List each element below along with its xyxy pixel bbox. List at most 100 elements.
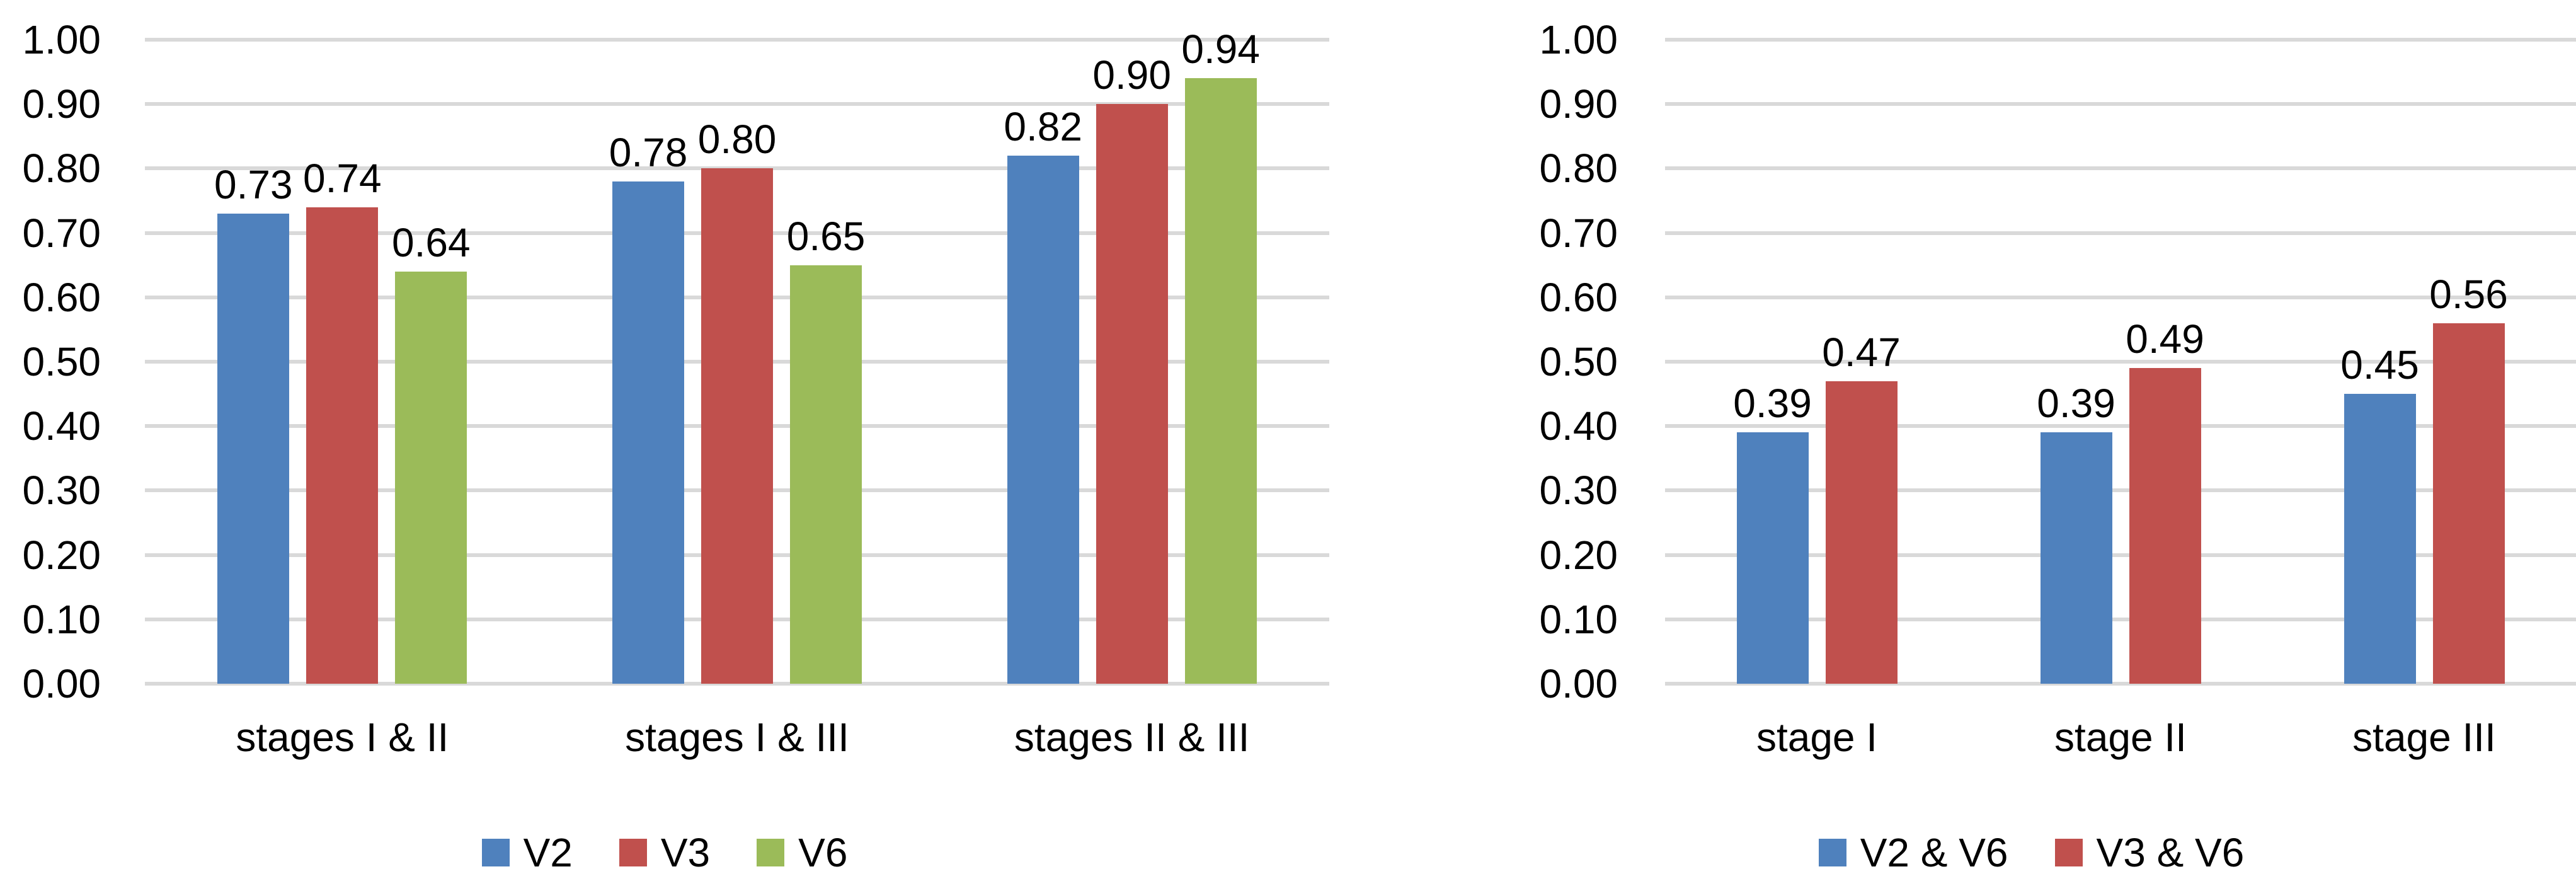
legend-item: V2 — [481, 830, 573, 875]
bar: 0.90 — [1092, 55, 1171, 684]
y-axis-tick-label: 0.90 — [22, 81, 101, 127]
legend-series-label: V3 & V6 — [2096, 830, 2245, 875]
bar-group: 0.39 0.49 — [1969, 40, 2272, 684]
bar-group: 0.82 0.90 0.94 — [934, 29, 1329, 684]
gridline — [1665, 231, 2576, 235]
bar-value-label: 0.94 — [1181, 26, 1260, 72]
y-axis-tick-label: 0.30 — [1539, 468, 1618, 514]
y-axis-tick-label: 0.90 — [1539, 81, 1618, 127]
gridline — [1665, 38, 2576, 42]
bar: 0.64 — [392, 222, 471, 684]
legend-series-label: V2 & V6 — [1860, 830, 2008, 875]
legend-item: V3 & V6 — [2054, 830, 2245, 875]
bar-value-label: 0.56 — [2429, 271, 2508, 317]
legend: V2 V3 V6 — [0, 824, 1329, 881]
legend-series-label: V3 — [660, 830, 711, 875]
bar-value-label: 0.73 — [214, 161, 293, 207]
category-label: stages I & III — [625, 715, 849, 760]
y-axis-tick-label: 0.10 — [1539, 596, 1618, 642]
bar-value-label: 0.39 — [2037, 381, 2115, 427]
bar-value-label: 0.78 — [609, 129, 688, 175]
bar: 0.39 — [1733, 383, 1812, 684]
y-axis-tick-label: 0.80 — [1539, 146, 1618, 192]
bar: 0.82 — [1004, 106, 1082, 684]
bar: 0.73 — [214, 164, 293, 684]
y-axis-tick-label: 0.00 — [22, 661, 101, 706]
gridline — [1665, 553, 2576, 557]
category-label: stages I & II — [236, 715, 449, 760]
bar-value-label: 0.45 — [2340, 342, 2419, 388]
gridline — [145, 38, 1329, 42]
legend-series-label: V2 — [523, 830, 573, 875]
bar: 0.56 — [2429, 274, 2508, 684]
x-axis-category-labels: stages I & II stages I & III stages II & I… — [145, 715, 1329, 766]
gridline — [1665, 424, 2576, 429]
gridline — [1665, 682, 2576, 686]
legend-swatch — [1818, 839, 1846, 866]
gridline — [1665, 617, 2576, 621]
gridline — [1665, 102, 2576, 106]
bar-value-label: 0.90 — [1092, 52, 1171, 98]
legend-series-label: V6 — [798, 830, 848, 875]
bar: 0.45 — [2340, 345, 2419, 684]
bar-value-label: 0.47 — [1822, 329, 1901, 375]
y-axis-tick-label: 1.00 — [22, 17, 101, 62]
bar: 0.65 — [787, 216, 865, 684]
category-label: stage II — [2054, 715, 2187, 760]
bar: 0.39 — [2037, 383, 2115, 684]
category-label: stage I — [1756, 715, 1878, 760]
bar-groups: 0.39 0.47 0.39 0.49 0.45 0.56 — [1665, 40, 2576, 684]
bar-groups: 0.73 0.74 0.64 0.78 0.80 0.65 0.82 0.90 0.94 — [145, 29, 1329, 684]
y-axis-tick-label: 0.80 — [22, 146, 101, 192]
y-axis-tick-label: 0.40 — [1539, 403, 1618, 449]
bar-value-label: 0.80 — [697, 117, 777, 163]
gridline — [1665, 360, 2576, 364]
y-axis-tick-labels: 1.00 0.90 0.80 0.70 0.60 0.50 0.40 0.30 0.20 0.10… — [0, 20, 101, 704]
gridline — [1665, 488, 2576, 493]
y-axis-tick-labels: 1.00 0.90 0.80 0.70 0.60 0.50 0.40 0.30 0.20 0.10… — [1487, 20, 1618, 704]
legend-swatch — [2054, 839, 2083, 866]
gridline — [1665, 295, 2576, 299]
legend: V2 & V6 V3 & V6 — [1487, 824, 2576, 881]
x-axis-category-labels: stage I stage II stage III — [1665, 715, 2576, 766]
y-axis-tick-label: 0.60 — [1539, 274, 1618, 320]
y-axis-tick-label: 0.70 — [22, 210, 101, 256]
bar-value-label: 0.74 — [303, 155, 382, 201]
gridline — [1665, 166, 2576, 171]
legend-swatch — [481, 839, 510, 866]
bar: 0.94 — [1181, 29, 1260, 684]
gridline — [145, 682, 1329, 686]
bar-value-label: 0.49 — [2126, 316, 2204, 362]
bar: 0.78 — [609, 132, 687, 684]
y-axis-tick-label: 0.60 — [22, 274, 101, 320]
y-axis-tick-label: 0.00 — [1539, 661, 1618, 706]
y-axis-tick-label: 0.50 — [22, 339, 101, 384]
bar: 0.80 — [698, 119, 776, 684]
chart-right-single-stages: 1.00 0.90 0.80 0.70 0.60 0.50 0.40 0.30 0.20 0.10… — [1487, 0, 2576, 886]
legend-swatch — [619, 839, 647, 866]
y-axis-tick-label: 0.70 — [1539, 210, 1618, 256]
bar-group: 0.78 0.80 0.65 — [540, 40, 935, 684]
bar-value-label: 0.39 — [1733, 381, 1812, 427]
legend-item: V2 & V6 — [1818, 830, 2008, 875]
y-axis-tick-label: 0.20 — [22, 532, 101, 578]
legend-swatch — [757, 839, 785, 866]
y-axis-tick-label: 0.20 — [1539, 532, 1618, 578]
bar: 0.49 — [2126, 319, 2204, 684]
bar-group: 0.73 0.74 0.64 — [145, 40, 540, 684]
y-axis-tick-label: 1.00 — [1539, 17, 1618, 62]
y-axis-tick-label: 0.40 — [22, 403, 101, 449]
gridline — [145, 102, 1329, 106]
bar: 0.47 — [1822, 332, 1901, 684]
bar-group: 0.45 0.56 — [2272, 40, 2576, 684]
y-axis-tick-label: 0.50 — [1539, 339, 1618, 384]
bar-value-label: 0.65 — [786, 213, 866, 259]
chart-left-pairwise-stages: 1.00 0.90 0.80 0.70 0.60 0.50 0.40 0.30 0.20 0.10… — [0, 20, 1329, 881]
category-label: stages II & III — [1014, 715, 1250, 760]
plot-area: 0.39 0.47 0.39 0.49 0.45 0.56 — [1665, 38, 2576, 686]
bar: 0.74 — [303, 158, 382, 684]
legend-item: V3 — [619, 832, 710, 873]
legend-item: V6 — [757, 832, 847, 873]
bar-value-label: 0.82 — [1004, 103, 1082, 149]
